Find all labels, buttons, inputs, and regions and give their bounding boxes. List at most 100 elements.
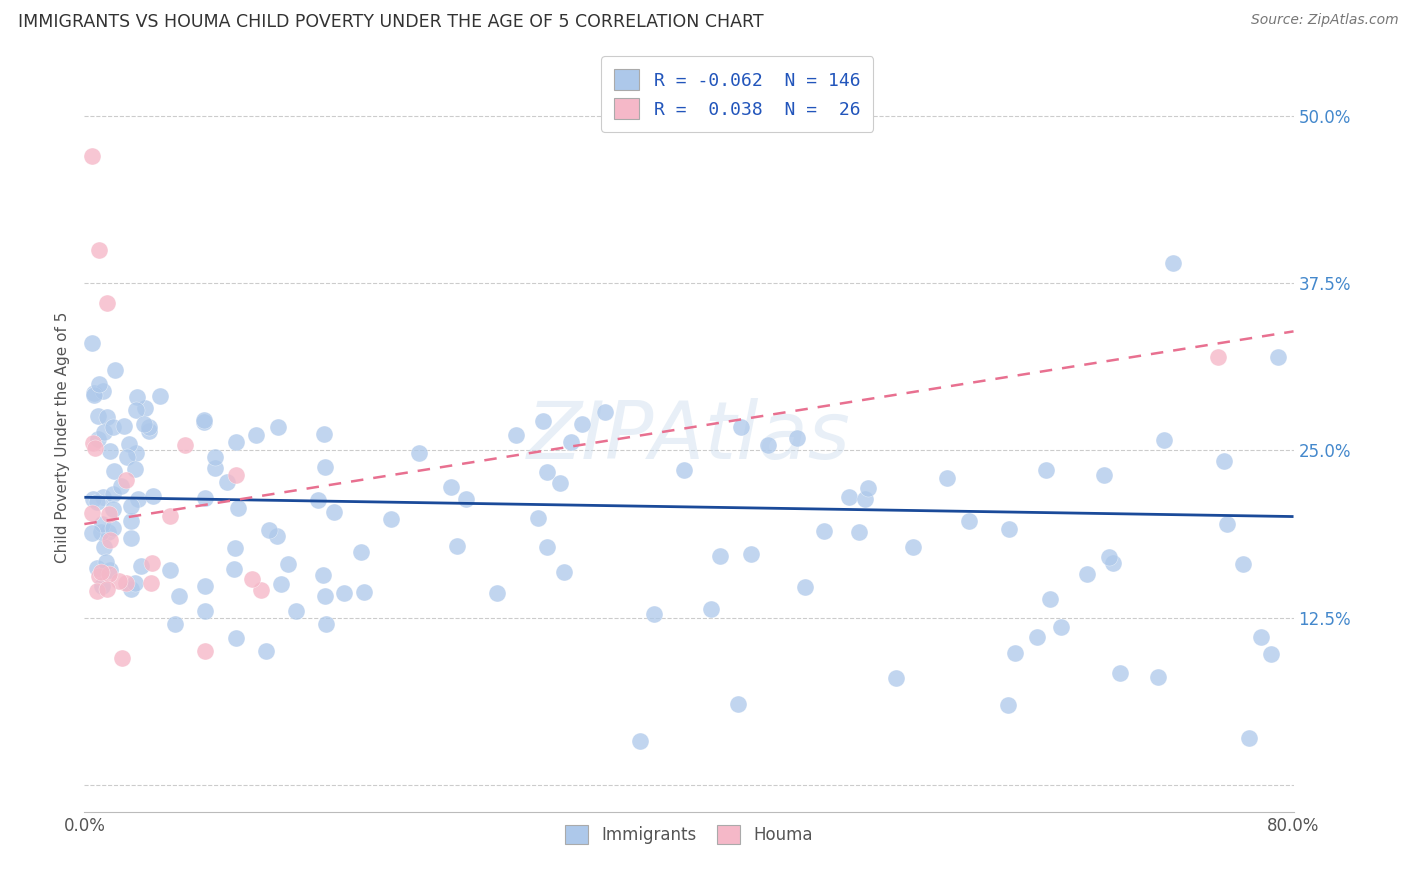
- Point: [103, 464, 125, 478]
- Point: [257, 523, 280, 537]
- Point: [323, 505, 346, 519]
- Point: [96, 582, 118, 597]
- Point: [83, 388, 105, 402]
- Point: [315, 617, 337, 632]
- Point: [204, 450, 226, 464]
- Point: [1076, 566, 1098, 581]
- Point: [121, 582, 143, 596]
- Point: [884, 671, 907, 685]
- Point: [93, 425, 115, 439]
- Point: [536, 465, 558, 479]
- Point: [193, 415, 215, 429]
- Point: [100, 533, 122, 548]
- Point: [270, 577, 292, 591]
- Point: [224, 541, 246, 556]
- Point: [1039, 592, 1062, 607]
- Point: [83, 386, 105, 401]
- Point: [727, 698, 749, 712]
- Point: [1206, 350, 1229, 364]
- Point: [730, 420, 752, 434]
- Point: [93, 541, 115, 555]
- Point: [350, 545, 373, 559]
- Point: [149, 389, 172, 403]
- Point: [526, 510, 548, 524]
- Point: [96, 296, 118, 310]
- Point: [314, 460, 336, 475]
- Point: [101, 486, 124, 500]
- Point: [125, 403, 148, 417]
- Point: [1267, 350, 1289, 364]
- Point: [90, 579, 112, 593]
- Point: [112, 419, 135, 434]
- Point: [505, 428, 527, 442]
- Point: [628, 733, 651, 747]
- Point: [228, 500, 250, 515]
- Point: [1025, 630, 1047, 644]
- Point: [267, 420, 290, 434]
- Point: [571, 417, 593, 431]
- Point: [998, 522, 1021, 536]
- Point: [454, 492, 477, 507]
- Point: [643, 607, 665, 621]
- Point: [312, 568, 335, 582]
- Point: [1108, 665, 1130, 680]
- Legend: Immigrants, Houma: Immigrants, Houma: [557, 816, 821, 852]
- Point: [194, 491, 217, 506]
- Point: [446, 539, 468, 553]
- Point: [193, 413, 215, 427]
- Point: [957, 515, 980, 529]
- Point: [101, 521, 124, 535]
- Point: [134, 401, 156, 415]
- Point: [408, 446, 430, 460]
- Y-axis label: Child Poverty Under the Age of 5: Child Poverty Under the Age of 5: [55, 311, 70, 563]
- Point: [120, 499, 142, 513]
- Point: [1161, 256, 1184, 270]
- Point: [120, 514, 142, 528]
- Point: [173, 438, 195, 452]
- Point: [110, 479, 132, 493]
- Point: [91, 384, 114, 398]
- Point: [353, 585, 375, 599]
- Point: [548, 476, 571, 491]
- Point: [485, 586, 508, 600]
- Point: [997, 698, 1019, 713]
- Point: [138, 420, 160, 434]
- Point: [80, 336, 103, 351]
- Point: [194, 579, 217, 593]
- Point: [1216, 517, 1239, 532]
- Point: [142, 489, 165, 503]
- Point: [104, 363, 127, 377]
- Point: [709, 549, 731, 563]
- Point: [1147, 670, 1170, 684]
- Point: [87, 432, 110, 446]
- Point: [125, 390, 148, 404]
- Point: [225, 434, 247, 449]
- Point: [89, 243, 111, 257]
- Point: [222, 562, 245, 576]
- Point: [1250, 630, 1272, 644]
- Point: [115, 450, 138, 464]
- Point: [194, 644, 217, 658]
- Point: [98, 566, 121, 581]
- Point: [332, 586, 354, 600]
- Point: [96, 410, 118, 425]
- Point: [86, 561, 108, 575]
- Text: IMMIGRANTS VS HOUMA CHILD POVERTY UNDER THE AGE OF 5 CORRELATION CHART: IMMIGRANTS VS HOUMA CHILD POVERTY UNDER …: [18, 13, 763, 31]
- Point: [266, 528, 288, 542]
- Point: [1213, 454, 1236, 468]
- Point: [240, 572, 263, 586]
- Point: [115, 473, 138, 487]
- Point: [86, 494, 108, 508]
- Point: [285, 604, 308, 618]
- Point: [560, 435, 582, 450]
- Point: [1237, 731, 1260, 745]
- Point: [98, 507, 121, 521]
- Point: [740, 547, 762, 561]
- Point: [700, 602, 723, 616]
- Point: [80, 149, 103, 163]
- Point: [1102, 556, 1125, 570]
- Point: [314, 589, 336, 603]
- Point: [853, 492, 876, 507]
- Point: [254, 644, 277, 658]
- Point: [380, 512, 402, 526]
